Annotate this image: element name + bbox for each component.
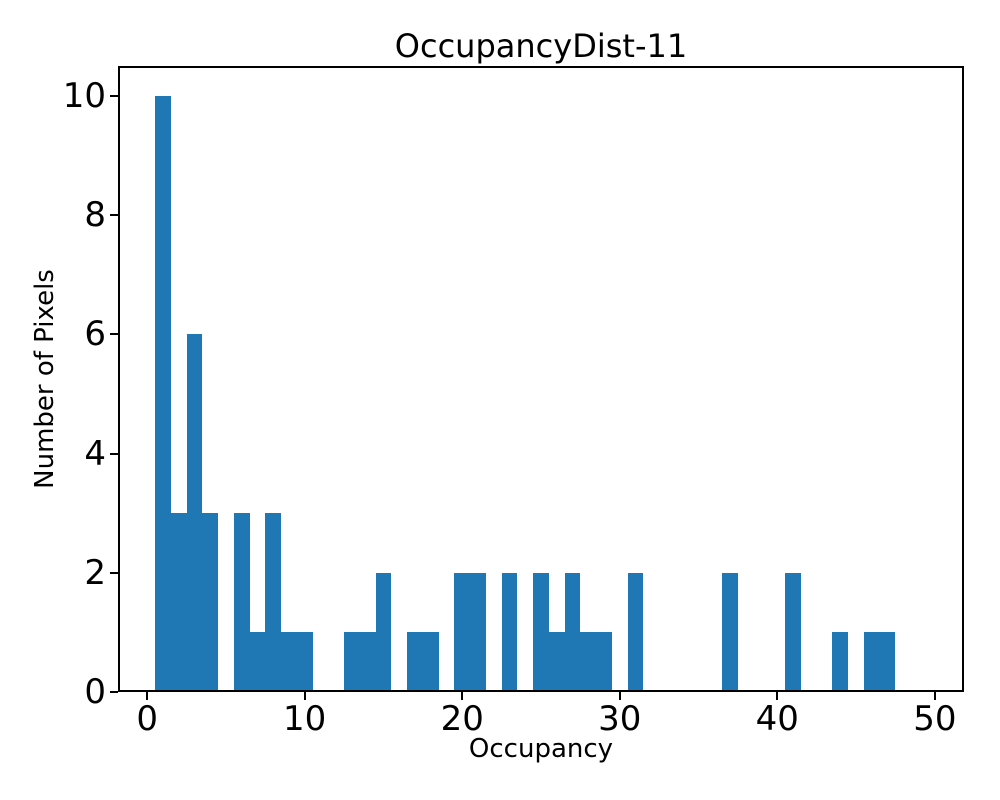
histogram-bar bbox=[548, 632, 565, 692]
y-axis-tick bbox=[110, 571, 118, 574]
histogram-bar bbox=[454, 572, 471, 692]
chart-title: OccupancyDist-11 bbox=[394, 27, 688, 65]
histogram-bar bbox=[344, 632, 360, 692]
histogram-bar bbox=[580, 632, 597, 692]
histogram-bar bbox=[202, 513, 219, 692]
histogram-bar bbox=[785, 572, 801, 692]
y-tick-label: 2 bbox=[84, 552, 106, 593]
histogram-bar bbox=[627, 572, 644, 692]
y-axis-label: Number of Pixels bbox=[30, 269, 60, 489]
x-axis-tick bbox=[146, 692, 149, 700]
histogram-bar bbox=[281, 632, 297, 692]
histogram-bar bbox=[832, 632, 849, 692]
histogram-bar bbox=[233, 513, 250, 692]
y-axis-tick bbox=[110, 333, 118, 336]
y-axis-tick bbox=[110, 94, 118, 97]
x-axis-tick bbox=[618, 692, 621, 700]
x-axis-tick bbox=[933, 692, 936, 700]
histogram-bar bbox=[564, 572, 581, 692]
y-tick-label: 10 bbox=[62, 75, 106, 116]
x-axis-label: Occupancy bbox=[468, 734, 614, 764]
plot-area bbox=[118, 66, 964, 692]
x-tick-label: 30 bbox=[598, 699, 642, 739]
y-tick-label: 6 bbox=[84, 314, 106, 355]
x-tick-label: 10 bbox=[283, 699, 327, 739]
histogram-bar bbox=[863, 632, 880, 692]
x-axis-tick bbox=[776, 692, 779, 700]
x-axis-tick bbox=[461, 692, 464, 700]
histogram-bar bbox=[879, 632, 896, 692]
x-tick-label: 40 bbox=[755, 699, 799, 739]
histogram-bar bbox=[249, 632, 266, 692]
histogram-bar bbox=[265, 513, 282, 692]
histogram-bar bbox=[533, 572, 549, 692]
x-tick-label: 50 bbox=[913, 699, 957, 739]
histogram-bar bbox=[407, 632, 423, 692]
histogram-bar bbox=[186, 334, 203, 692]
y-tick-label: 4 bbox=[84, 433, 106, 474]
histogram-bar bbox=[155, 95, 171, 692]
x-axis-tick bbox=[303, 692, 306, 700]
histogram-bar bbox=[170, 513, 187, 692]
y-tick-label: 8 bbox=[84, 195, 106, 236]
histogram-bar bbox=[296, 632, 313, 692]
histogram-bar bbox=[470, 572, 486, 692]
y-tick-label: 0 bbox=[84, 672, 106, 712]
x-tick-label: 20 bbox=[440, 699, 484, 739]
x-tick-label: 0 bbox=[136, 699, 158, 739]
y-axis-tick bbox=[110, 214, 118, 217]
histogram-bar bbox=[722, 572, 738, 692]
y-axis-tick bbox=[110, 691, 118, 693]
histogram-bar bbox=[422, 632, 439, 692]
histogram-bar bbox=[375, 572, 392, 692]
histogram-bar bbox=[359, 632, 376, 692]
histogram-bar bbox=[501, 572, 518, 692]
y-axis-tick bbox=[110, 452, 118, 455]
histogram-bar bbox=[596, 632, 612, 692]
